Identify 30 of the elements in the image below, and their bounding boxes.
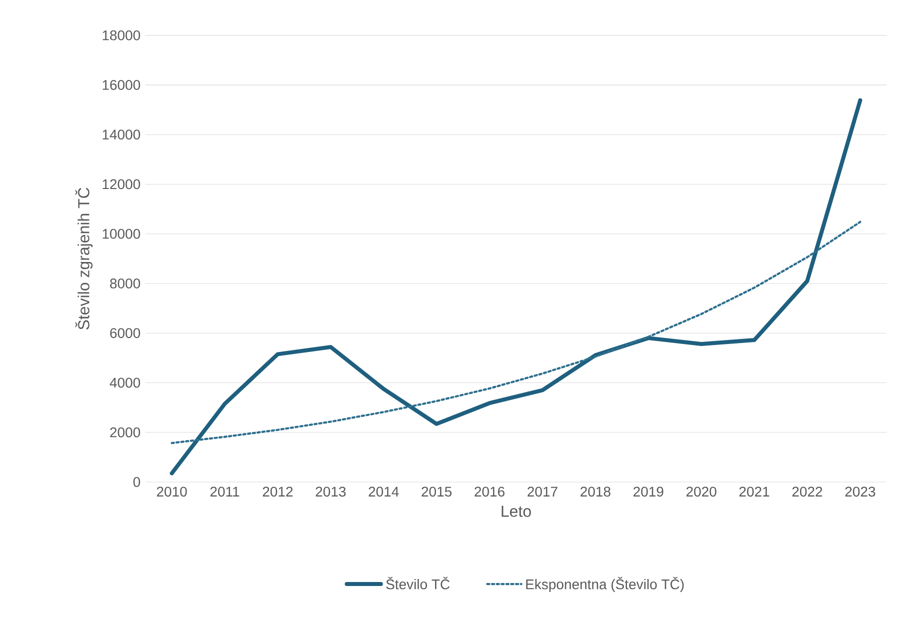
x-tick-label: 2012 (262, 486, 293, 497)
y-tick-label: 0 (133, 477, 140, 487)
x-tick-label: 2018 (580, 486, 610, 497)
y-tick-label: 4000 (110, 378, 140, 388)
x-tick-label: 2019 (634, 486, 664, 497)
x-tick-label: 2022 (792, 486, 822, 497)
x-tick-label: 2020 (686, 486, 716, 497)
line-series (170, 220, 862, 444)
line-series (170, 98, 862, 476)
x-tick-label: 2014 (368, 486, 399, 497)
x-tick-label: 2017 (528, 486, 558, 497)
legend-label: Eksponentna (Število TČ) (526, 576, 684, 592)
x-tick-label: 2010 (156, 486, 187, 497)
y-tick-label: 12000 (102, 179, 140, 190)
y-tick-label: 8000 (110, 278, 140, 288)
x-tick-label: 2023 (845, 486, 876, 497)
y-tick-label: 10000 (102, 228, 140, 239)
y-tick-label: 6000 (110, 328, 140, 338)
x-axis-title: Leto (502, 506, 531, 517)
legend-label: Število TČ (386, 576, 450, 590)
y-tick-label: 2000 (110, 427, 140, 438)
x-tick-label: 2016 (474, 486, 504, 497)
x-tick-label: 2013 (316, 486, 346, 497)
x-tick-label: 2021 (739, 486, 770, 497)
x-tick-label: 2011 (210, 486, 240, 497)
y-axis-title: Število zgrajenih TČ (75, 188, 93, 330)
x-tick-label: 2015 (422, 486, 452, 497)
y-tick-label: 14000 (102, 130, 140, 140)
y-tick-label: 16000 (102, 80, 140, 90)
y-tick-label: 18000 (102, 30, 140, 40)
